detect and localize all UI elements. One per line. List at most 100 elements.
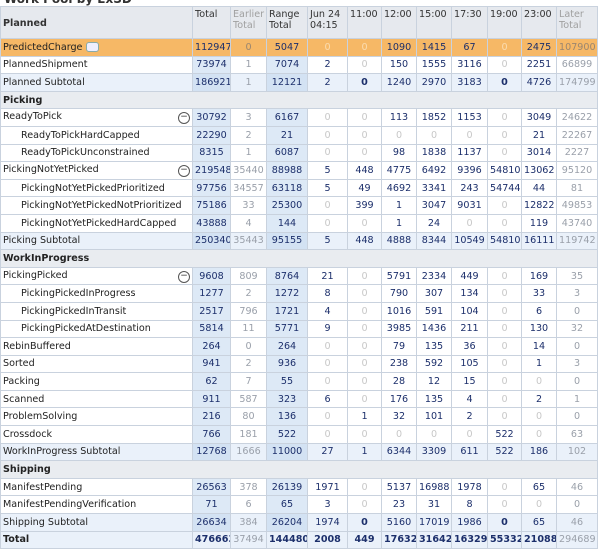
value-cell: 55 <box>266 372 308 391</box>
value-cell: 5771 <box>266 319 308 339</box>
value-cell: 49 <box>347 178 382 198</box>
value-cell: 43888 <box>192 213 231 233</box>
value-cell: 0 <box>556 301 598 321</box>
value-cell: 5 <box>307 231 348 251</box>
value-cell: 0 <box>347 319 382 339</box>
row-label: WorkInProgress Subtotal <box>0 442 193 462</box>
collapse-toggle[interactable]: − <box>178 112 190 125</box>
value-cell: 0 <box>307 38 348 57</box>
value-cell: 8 <box>451 495 488 515</box>
collapse-toggle[interactable]: − <box>178 270 190 283</box>
value-cell: 0 <box>347 125 382 145</box>
value-cell: 587 <box>230 389 267 409</box>
data-row: PickingNotYetPickedPrioritized 97756 34557… <box>0 178 598 198</box>
value-cell: 73974 <box>192 55 231 75</box>
data-row: ReadyToPickUnconstrained 8315 1 6087 0 0 98 183… <box>0 143 598 163</box>
value-cell: 25300 <box>266 196 308 215</box>
value-cell: 0 <box>307 125 348 145</box>
value-cell: 65 <box>266 495 308 515</box>
value-cell: 0 <box>416 425 452 444</box>
section-row: Shipping <box>0 460 598 479</box>
value-cell: 4 <box>451 389 488 409</box>
value-cell: 17019 <box>416 513 452 532</box>
value-cell: 119 <box>521 213 557 233</box>
value-cell: 0 <box>347 425 382 444</box>
value-cell: 3047 <box>416 196 452 215</box>
value-cell: 55332 <box>487 530 522 550</box>
value-cell: 3341 <box>416 178 452 198</box>
value-cell: 15 <box>451 372 488 391</box>
value-cell: 0 <box>416 125 452 145</box>
value-cell: 0 <box>381 425 417 444</box>
value-cell: 5 <box>307 161 348 180</box>
value-cell: 104 <box>451 301 488 321</box>
value-cell: 1838 <box>416 143 452 163</box>
value-cell: 936 <box>266 354 308 374</box>
value-cell: 0 <box>307 407 348 427</box>
value-cell: 264 <box>192 337 231 356</box>
value-cell: 31 <box>416 495 452 515</box>
panel-title: Work Pool by ExSD <box>4 0 132 6</box>
value-cell: 0 <box>451 425 488 444</box>
value-cell: 1666 <box>230 442 267 462</box>
value-cell: 21 <box>266 125 308 145</box>
value-cell: 1 <box>347 407 382 427</box>
value-cell: 135 <box>416 337 452 356</box>
value-cell: 79 <box>381 337 417 356</box>
row-label: PredictedCharge <box>0 38 193 57</box>
data-row: Scanned 911 587 323 6 0 176 135 4 0 2 1 <box>0 389 598 409</box>
value-cell: 591 <box>416 301 452 321</box>
value-cell: 0 <box>487 354 522 374</box>
value-cell: 0 <box>347 73 382 92</box>
column-header: 19:00 <box>487 6 522 39</box>
value-cell: 2 <box>230 284 267 303</box>
value-cell: 9608 <box>192 266 231 286</box>
value-cell: 243 <box>451 178 488 198</box>
value-cell: 0 <box>347 55 382 75</box>
value-cell: 2008 <box>307 530 348 550</box>
value-cell: 4692 <box>381 178 417 198</box>
data-row: Crossdock 766 181 522 0 0 0 0 0 522 0 63 <box>0 425 598 444</box>
value-cell: 6 <box>230 495 267 515</box>
value-cell: 176 <box>381 389 417 409</box>
value-cell: 6344 <box>381 442 417 462</box>
row-label: Picking Subtotal <box>0 231 193 251</box>
value-cell: 5 <box>307 178 348 198</box>
value-cell: 26139 <box>266 477 308 497</box>
value-cell: 0 <box>307 213 348 233</box>
value-cell: 49853 <box>556 196 598 215</box>
value-cell: 5137 <box>381 477 417 497</box>
row-label: Packing <box>0 372 193 391</box>
value-cell: 1 <box>381 196 417 215</box>
value-cell: 1 <box>230 73 267 92</box>
value-cell: 2 <box>521 389 557 409</box>
value-cell: 2251 <box>521 55 557 75</box>
value-cell: 80 <box>230 407 267 427</box>
value-cell: 32 <box>381 407 417 427</box>
value-cell: 1436 <box>416 319 452 339</box>
data-row: PickingPickedAtDestination 5814 11 5771 9 0 39… <box>0 319 598 339</box>
value-cell: 1 <box>381 213 417 233</box>
data-row: PredictedCharge 112947 0 5047 0 0 1090 1415 67 0 2… <box>0 38 598 57</box>
value-cell: 911 <box>192 389 231 409</box>
value-cell: 5047 <box>266 38 308 57</box>
value-cell: 16988 <box>416 477 452 497</box>
value-cell: 16111 <box>521 231 557 251</box>
value-cell: 1971 <box>307 477 348 497</box>
value-cell: 3 <box>307 495 348 515</box>
note-icon[interactable] <box>86 41 100 52</box>
row-label: Sorted <box>0 354 193 374</box>
data-row: PickingNotYetPickedNotPrioritized 75186 33… <box>0 196 598 215</box>
value-cell: 97756 <box>192 178 231 198</box>
value-cell: 8315 <box>192 143 231 163</box>
value-cell: 378 <box>230 477 267 497</box>
value-cell: 22290 <box>192 125 231 145</box>
row-label: ProblemSolving <box>0 407 193 427</box>
row-label: PickingPickedInTransit <box>0 301 193 321</box>
row-label: PlannedShipment <box>0 55 193 75</box>
collapse-toggle[interactable]: − <box>178 164 190 177</box>
value-cell: 2227 <box>556 143 598 163</box>
value-cell: 10549 <box>451 231 488 251</box>
